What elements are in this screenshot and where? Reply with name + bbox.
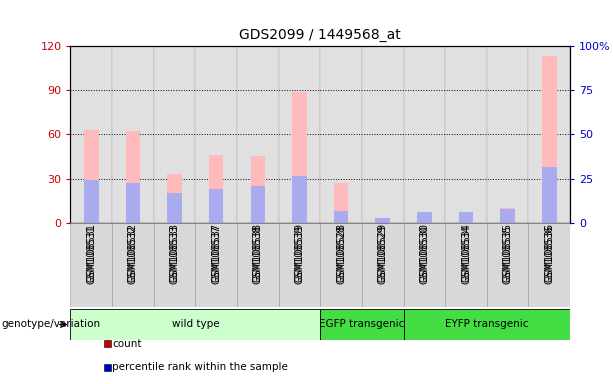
Bar [321,309,403,340]
Text: GSM108529: GSM108529 [378,223,388,282]
Text: wild type: wild type [172,319,219,329]
Bar [237,46,279,223]
Bar [84,130,99,223]
Text: GSM108539: GSM108539 [294,223,305,282]
Bar [417,215,432,223]
Text: EGFP transgenic: EGFP transgenic [319,319,405,329]
Bar [542,167,557,223]
Text: GSM108537: GSM108537 [211,223,221,282]
Text: GSM108528: GSM108528 [336,223,346,282]
Text: percentile rank within the sample: percentile rank within the sample [112,362,288,372]
Text: GSM108534: GSM108534 [461,225,471,284]
Text: GSM108531: GSM108531 [86,223,96,282]
Bar [459,215,473,223]
Bar [167,193,182,223]
Text: GSM108534: GSM108534 [461,223,471,282]
Bar [112,223,154,307]
Bar [459,212,473,223]
Text: count: count [112,339,142,349]
Text: GSM108538: GSM108538 [253,223,263,282]
Bar [528,223,570,307]
Text: GSM108530: GSM108530 [419,225,429,284]
Bar [292,92,306,223]
Bar [528,46,570,223]
Text: GSM108532: GSM108532 [128,223,138,282]
Bar [70,223,112,307]
Text: GSM108539: GSM108539 [294,225,305,284]
Bar [251,186,265,223]
Bar [126,131,140,223]
Bar [237,223,279,307]
Bar [403,223,445,307]
Bar [375,218,390,223]
Text: genotype/variation: genotype/variation [1,319,101,329]
Title: GDS2099 / 1449568_at: GDS2099 / 1449568_at [240,28,401,42]
Bar [403,46,445,223]
Bar [445,46,487,223]
Text: GSM108535: GSM108535 [503,223,512,282]
Bar [375,218,390,223]
Bar [417,212,432,223]
Bar [500,210,515,223]
Text: GSM108532: GSM108532 [128,225,138,285]
Bar [445,223,487,307]
Bar [70,46,112,223]
Bar [542,56,557,223]
Bar [500,208,515,223]
Bar [321,46,362,223]
Bar [196,46,237,223]
Text: GSM108533: GSM108533 [170,223,180,282]
Text: GSM108535: GSM108535 [503,225,512,285]
Bar [403,309,570,340]
Bar [196,223,237,307]
Bar [292,175,306,223]
Bar [209,189,224,223]
Bar [362,223,403,307]
Bar [487,46,528,223]
Bar [154,223,196,307]
Text: GSM108536: GSM108536 [544,225,554,284]
Bar [334,183,348,223]
Bar [321,223,362,307]
Bar [84,180,99,223]
Text: GSM108531: GSM108531 [86,225,96,284]
Bar [70,309,321,340]
Bar [334,211,348,223]
Bar [167,174,182,223]
Text: GSM108537: GSM108537 [211,225,221,285]
Bar [279,46,321,223]
Bar [126,183,140,223]
Bar [251,157,265,223]
Bar [112,46,154,223]
Text: GSM108529: GSM108529 [378,225,388,285]
Text: GSM108536: GSM108536 [544,223,554,282]
Text: GSM108530: GSM108530 [419,223,429,282]
Text: GSM108538: GSM108538 [253,225,263,284]
Bar [279,223,321,307]
Bar [362,46,403,223]
Text: EYFP transgenic: EYFP transgenic [445,319,528,329]
Bar [487,223,528,307]
Text: GSM108533: GSM108533 [170,225,180,284]
Bar [154,46,196,223]
Bar [209,155,224,223]
Text: GSM108528: GSM108528 [336,225,346,285]
